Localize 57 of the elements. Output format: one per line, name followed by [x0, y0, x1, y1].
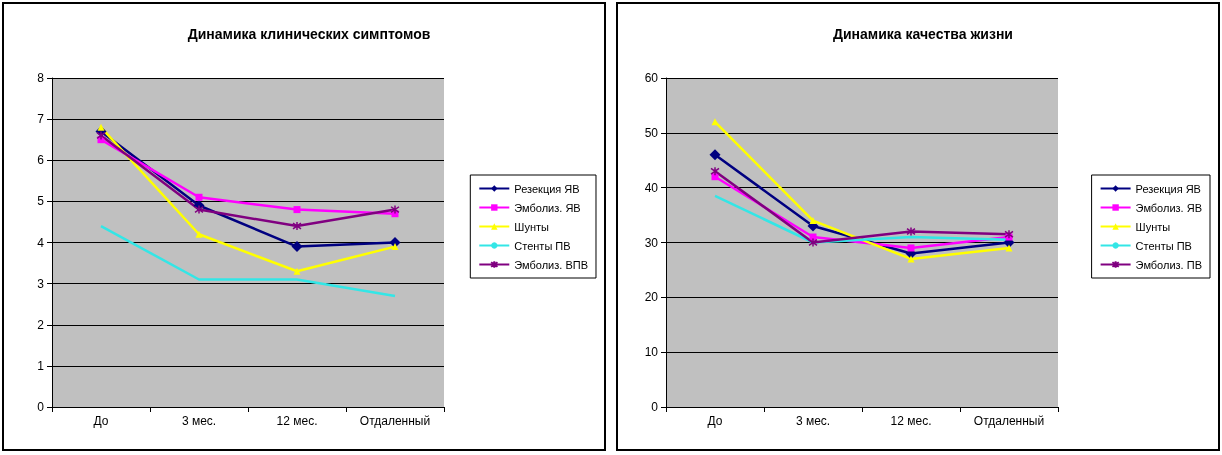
- y-tick-label: 60: [644, 71, 659, 85]
- legend-label: Шунты: [1135, 220, 1171, 233]
- point: [97, 123, 105, 131]
- legend-label: Резекция ЯВ: [514, 182, 580, 195]
- point: [96, 130, 106, 141]
- point: [809, 217, 817, 225]
- point: [293, 206, 301, 214]
- x-tick-label: Отдаленный: [359, 414, 431, 428]
- x-tick-label: 12 мес.: [276, 414, 318, 428]
- point: [907, 244, 915, 252]
- legend-label: Стенты ПВ: [514, 239, 571, 252]
- x-tick-label: 3 мес.: [181, 414, 217, 428]
- point: [293, 267, 301, 275]
- x-tick-label: 3 мес.: [795, 414, 831, 428]
- y-tick-label: 8: [37, 71, 45, 85]
- x-tick-label: До: [707, 414, 723, 428]
- y-tick-label: 1: [37, 358, 45, 373]
- legend-label: Эмболиз. ВПВ: [514, 258, 589, 271]
- point: [195, 230, 203, 238]
- y-tick-label: 50: [644, 125, 659, 140]
- legend-label: Эмболиз. ЯВ: [1135, 201, 1203, 214]
- y-tick-label: 10: [644, 345, 659, 360]
- y-tick-label: 4: [37, 235, 45, 250]
- point: [390, 204, 400, 215]
- y-tick-label: 5: [37, 194, 45, 209]
- x-tick-label: Отдаленный: [973, 414, 1045, 428]
- legend-label: Стенты ПВ: [1135, 239, 1192, 252]
- chart-title: Динамика клинических симптомов: [187, 26, 431, 42]
- point: [291, 241, 303, 253]
- y-tick-label: 6: [37, 153, 45, 168]
- x-tick-label: 12 мес.: [890, 414, 932, 428]
- y-tick-label: 20: [644, 290, 659, 305]
- point: [194, 204, 204, 215]
- point: [195, 193, 203, 201]
- point: [1005, 244, 1013, 252]
- point: [709, 149, 721, 161]
- point: [906, 226, 916, 237]
- legend-label: Эмболиз. ЯВ: [514, 201, 581, 214]
- y-tick-label: 3: [37, 276, 45, 291]
- point: [391, 243, 399, 251]
- point: [907, 255, 915, 263]
- y-tick-label: 0: [37, 400, 45, 414]
- point: [808, 237, 818, 248]
- y-tick-label: 30: [644, 235, 659, 250]
- legend-label: Резекция ЯВ: [1135, 182, 1201, 195]
- y-tick-label: 0: [651, 400, 659, 414]
- y-tick-label: 2: [37, 317, 45, 332]
- legend-label: Эмболиз. ПВ: [1135, 258, 1202, 271]
- point: [1004, 229, 1014, 240]
- chart-title: Динамика качества жизни: [833, 26, 1013, 42]
- point: [710, 166, 720, 176]
- y-tick-label: 40: [644, 180, 659, 195]
- point: [292, 221, 302, 231]
- point: [711, 118, 719, 126]
- x-tick-label: До: [93, 414, 109, 428]
- legend-label: Шунты: [514, 220, 549, 233]
- y-tick-label: 7: [37, 112, 45, 127]
